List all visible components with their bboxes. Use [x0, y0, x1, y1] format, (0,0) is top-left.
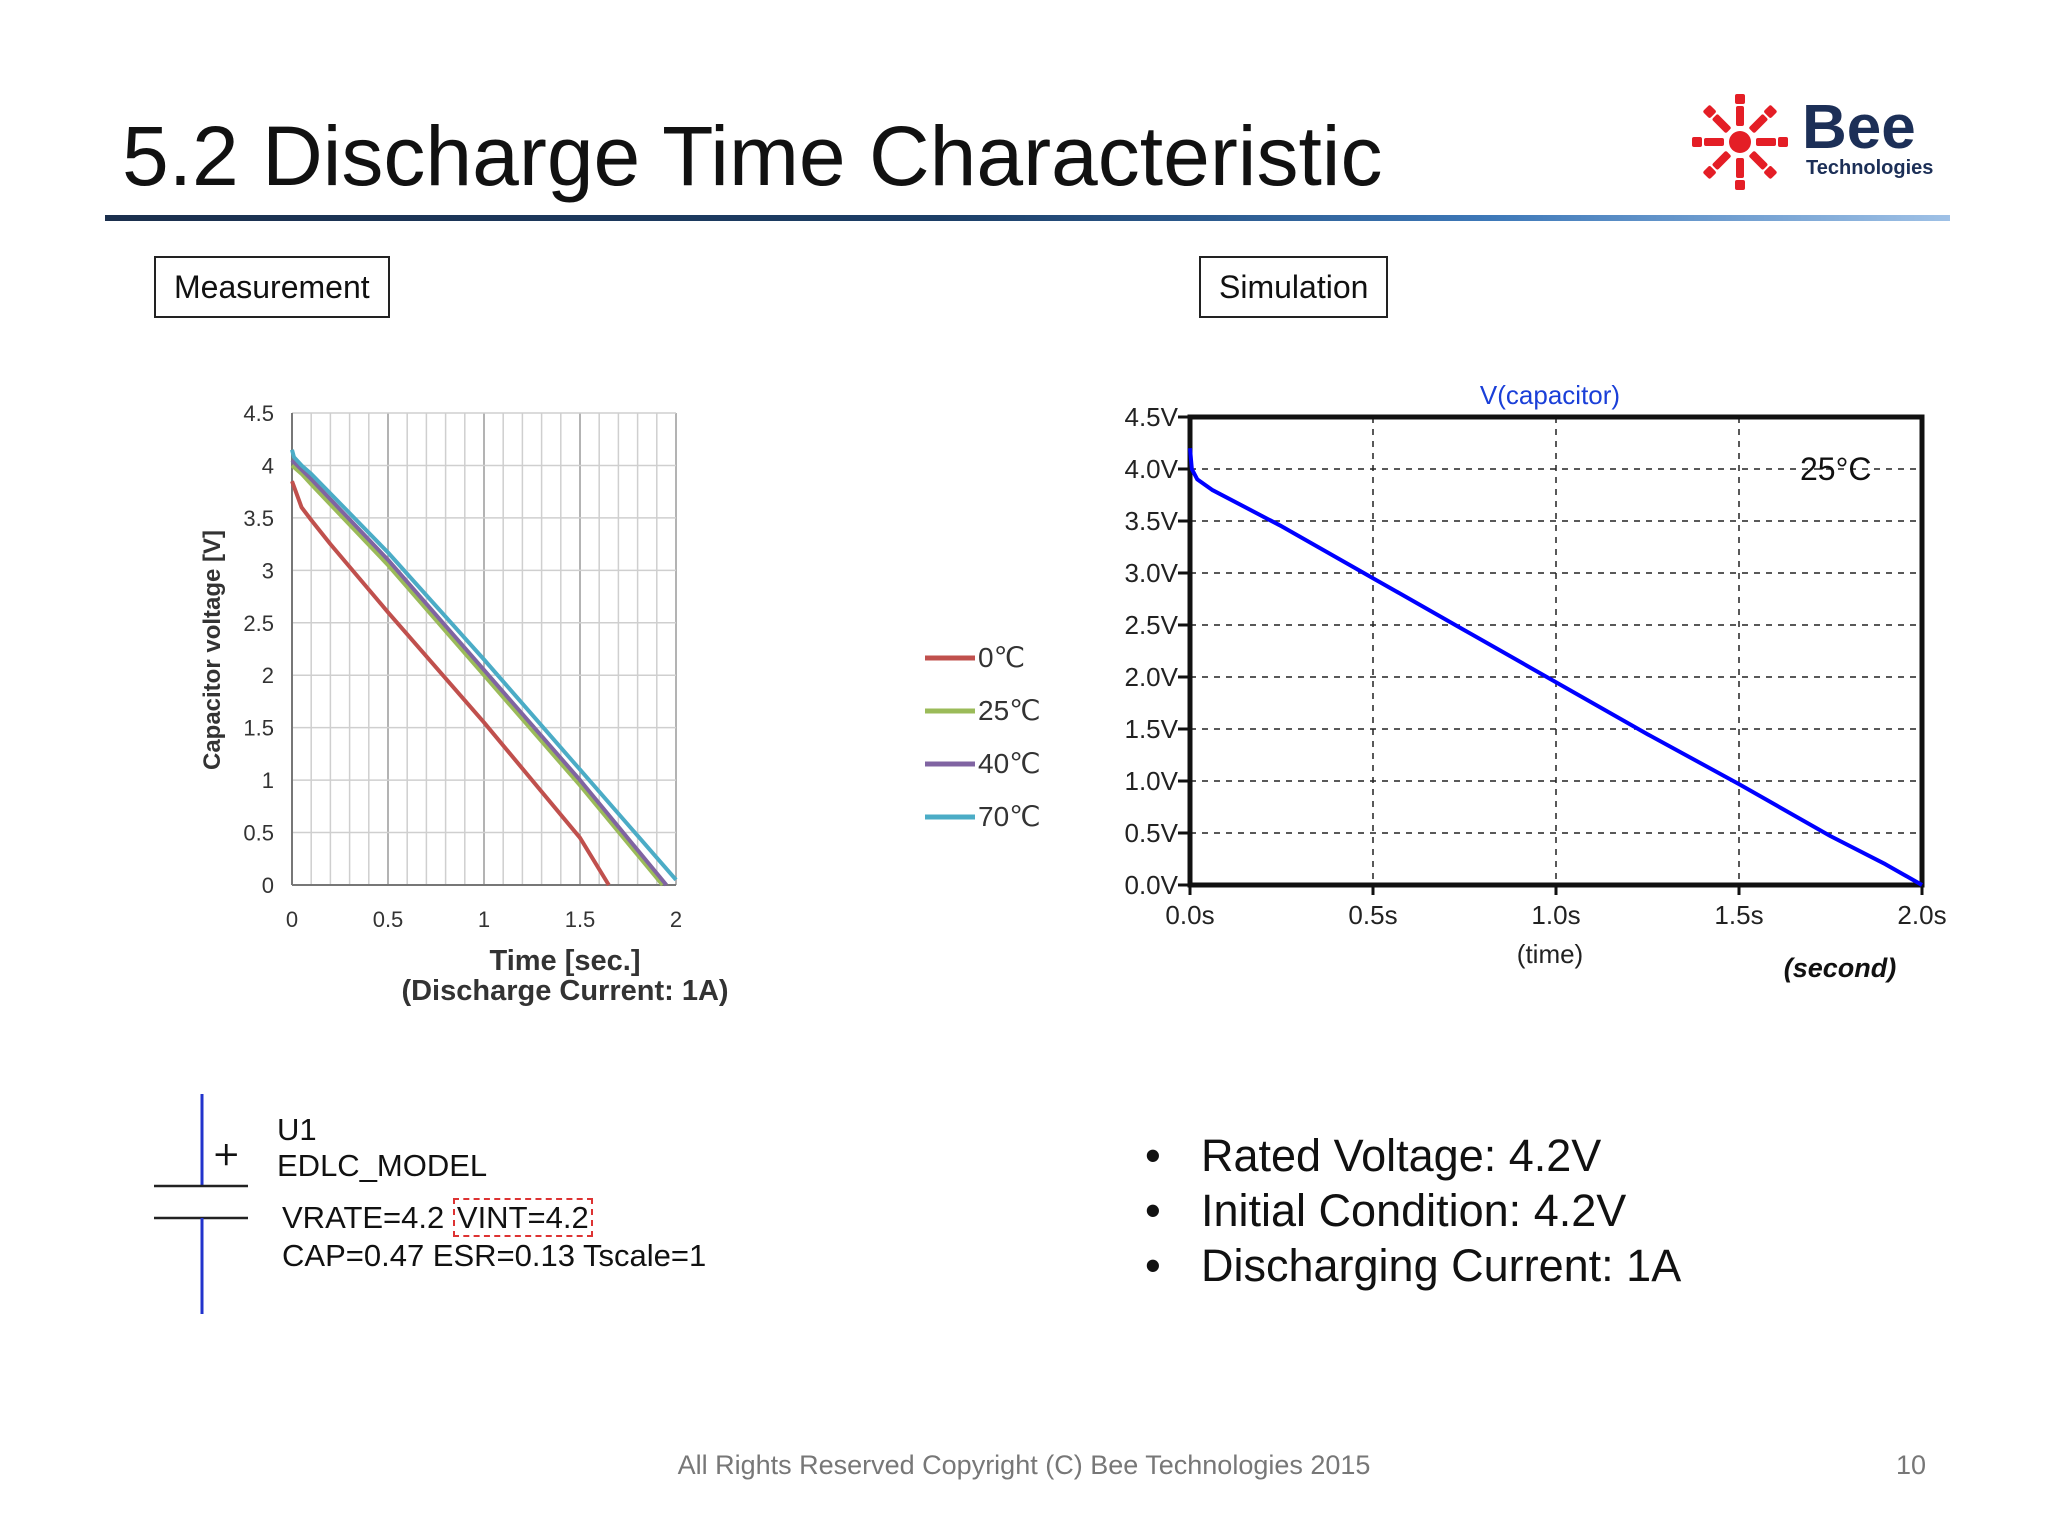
slide-title: 5.2 Discharge Time Characteristic — [122, 109, 1383, 203]
x-tick-label: 0.5s — [1348, 900, 1397, 930]
y-tick-label: 1.0V — [1125, 766, 1179, 796]
param-line2: CAP=0.47 ESR=0.13 Tscale=1 — [282, 1238, 707, 1273]
series-line — [290, 458, 668, 887]
bullet-rated-voltage: Rated Voltage: 4.2V — [1145, 1128, 1681, 1183]
x-tick-label: 0.0s — [1165, 900, 1214, 930]
title-divider — [105, 215, 1950, 221]
simulation-tick-labels: 0.0V 0.5V 1.0V 1.5V 2.0V 2.5V 3.0V 3.5V 4.0V 4.5V… — [1125, 402, 1947, 930]
series-line — [290, 463, 665, 887]
simulation-label: Simulation — [1199, 256, 1389, 318]
y-tick-label: 0.0V — [1125, 870, 1179, 900]
x-tick-label: 1 — [478, 907, 490, 932]
page-number: 10 — [1896, 1450, 1927, 1480]
y-tick-label: 4.5V — [1125, 402, 1179, 432]
simulation-axes — [1178, 414, 1925, 895]
measurement-series — [290, 449, 678, 887]
logo-wordmark: Bee — [1802, 93, 1916, 162]
y-tick-label: 0.5 — [243, 821, 274, 846]
y-tick-label: 2 — [262, 663, 274, 688]
y-tick-label: 3 — [262, 558, 274, 583]
series-line — [1188, 448, 1923, 887]
bullet-discharge-current: Discharging Current: 1A — [1145, 1238, 1681, 1293]
measurement-chart: 0 0.5 1 1.5 2 2.5 3 3.5 4 4.5 0 0.5 1 1.5 2 0℃ 25℃ 40℃ 70… — [199, 401, 1041, 1007]
x-tick-label: 2 — [670, 907, 682, 932]
simulation-chart: 0.0V 0.5V 1.0V 1.5V 2.0V 2.5V 3.0V 3.5V 4.0V 4.5V… — [1125, 380, 1947, 983]
series-line — [290, 480, 611, 887]
y-tick-label: 3.5 — [243, 506, 274, 531]
y-tick-label: 1.5 — [243, 716, 274, 741]
component-ref: U1 — [277, 1112, 317, 1147]
simulation-chart-title: V(capacitor) — [1480, 380, 1620, 410]
simulation-series — [1188, 448, 1923, 887]
measurement-grid — [291, 412, 677, 886]
param-vint: VINT=4.2 — [452, 1198, 593, 1237]
measurement-x-axis-sublabel: (Discharge Current: 1A) — [401, 975, 728, 1007]
capacitor-symbol-icon — [154, 1094, 248, 1314]
footer-copyright: All Rights Reserved Copyright (C) Bee Te… — [677, 1450, 1371, 1480]
measurement-axes — [291, 413, 676, 886]
legend-label: 40℃ — [978, 748, 1041, 779]
logo-subtitle: Technologies — [1806, 157, 1933, 179]
y-tick-label: 4.5 — [243, 401, 274, 426]
x-tick-label: 1.5s — [1714, 900, 1763, 930]
legend-label: 70℃ — [978, 801, 1041, 832]
legend-label: 0℃ — [978, 642, 1025, 673]
y-tick-label: 2.5 — [243, 611, 274, 636]
measurement-tick-labels: 0 0.5 1 1.5 2 2.5 3 3.5 4 4.5 0 0.5 1 1.5 2 — [243, 401, 682, 932]
simulation-annotation: 25°C — [1800, 451, 1872, 487]
simulation-grid — [1190, 417, 1922, 885]
measurement-legend: 0℃ 25℃ 40℃ 70℃ — [925, 642, 1041, 832]
x-tick-label: 0 — [286, 907, 298, 932]
y-tick-label: 0 — [262, 873, 274, 898]
spec-bullet-list: Rated Voltage: 4.2V Initial Condition: 4… — [1145, 1128, 1681, 1293]
bullet-initial-condition: Initial Condition: 4.2V — [1145, 1183, 1681, 1238]
y-tick-label: 4.0V — [1125, 454, 1179, 484]
y-tick-label: 1.5V — [1125, 714, 1179, 744]
y-tick-label: 0.5V — [1125, 818, 1179, 848]
y-tick-label: 3.0V — [1125, 558, 1179, 588]
plus-sign: + — [212, 1134, 241, 1174]
component-model: EDLC_MODEL — [277, 1148, 488, 1183]
logo-burst-icon: Bee Technologies — [1692, 93, 1933, 190]
measurement-label: Measurement — [154, 256, 390, 318]
x-tick-label: 1.5 — [565, 907, 596, 932]
param-vrate: VRATE=4.2 — [282, 1200, 445, 1235]
x-tick-label: 0.5 — [373, 907, 404, 932]
y-tick-label: 1 — [262, 768, 274, 793]
measurement-y-axis-label: Capacitor voltage [V] — [199, 530, 226, 770]
y-tick-label: 2.5V — [1125, 610, 1179, 640]
measurement-x-axis-label: Time [sec.] — [490, 945, 641, 977]
y-tick-label: 3.5V — [1125, 506, 1179, 536]
simulation-x-axis-label: (time) — [1517, 939, 1583, 969]
capacitor-schematic: + U1 EDLC_MODEL VRATE=4.2 VINT=4.2 CAP=0… — [150, 1090, 770, 1330]
y-tick-label: 4 — [262, 453, 274, 478]
x-tick-label: 2.0s — [1897, 900, 1946, 930]
x-tick-label: 1.0s — [1531, 900, 1580, 930]
legend-label: 25℃ — [978, 695, 1041, 726]
bee-logo: Bee Technologies — [1690, 92, 1950, 192]
simulation-x-unit-note: (second) — [1784, 953, 1897, 983]
y-tick-label: 2.0V — [1125, 662, 1179, 692]
series-line — [290, 449, 678, 882]
